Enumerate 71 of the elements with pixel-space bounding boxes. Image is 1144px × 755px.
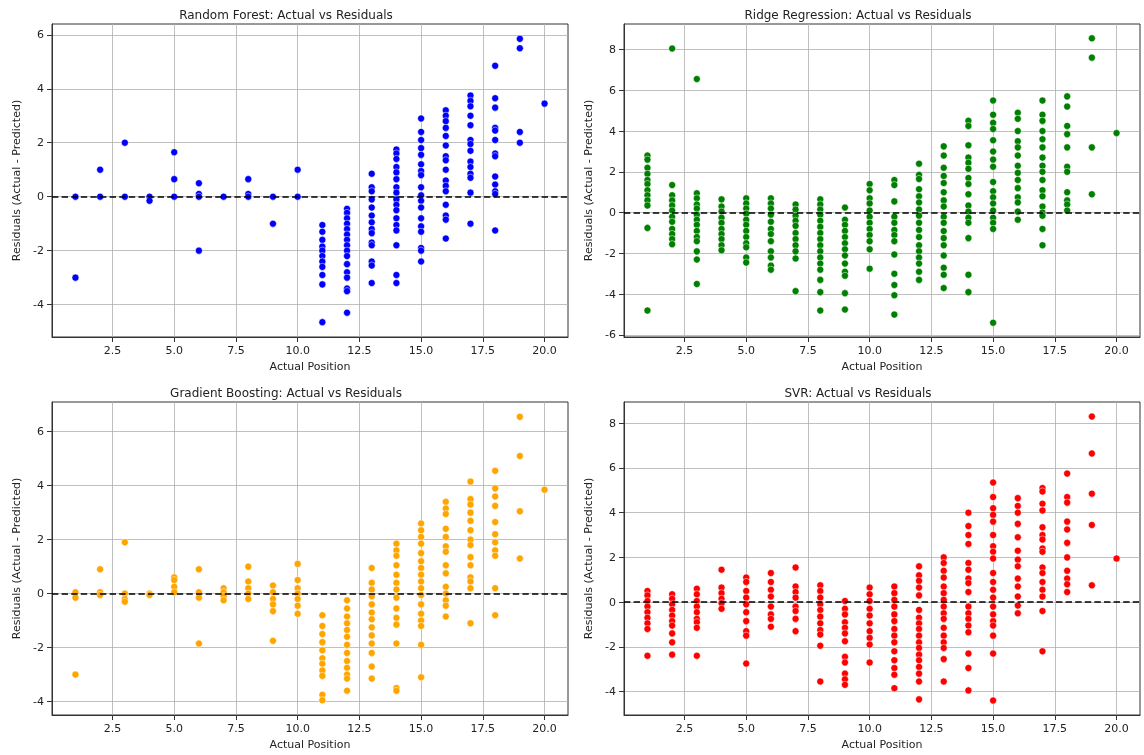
y-tick-label: 4 — [37, 82, 44, 96]
x-tick-label: 10.0 — [857, 722, 882, 735]
y-tick-label: 6 — [609, 461, 616, 475]
x-tick-label: 2.5 — [103, 722, 122, 735]
y-tick-label: 0 — [37, 587, 44, 601]
y-tick-label: 0 — [609, 206, 616, 220]
x-axis-title: Actual Position — [841, 738, 923, 751]
chart-title: Random Forest: Actual vs Residuals — [179, 8, 393, 22]
y-tick-label: -4 — [605, 685, 616, 699]
y-tick-label: 8 — [609, 42, 616, 56]
y-tick-label: 4 — [37, 479, 44, 493]
y-axis-title: Residuals (Actual - Predicted) — [582, 477, 595, 640]
y-tick-label: 4 — [609, 124, 616, 138]
x-tick-label: 5.0 — [165, 344, 183, 357]
y-tick-label: 6 — [609, 83, 616, 97]
x-axis-title: Actual Position — [841, 360, 923, 373]
x-tick-label: 5.0 — [737, 722, 755, 735]
x-tick-label: 5.0 — [165, 722, 183, 735]
x-tick-label: 15.0 — [408, 344, 434, 357]
chart-title: Gradient Boosting: Actual vs Residuals — [170, 386, 402, 400]
x-tick-label: 5.0 — [737, 344, 755, 357]
x-tick-label: 7.5 — [227, 344, 245, 357]
y-tick-label: 2 — [37, 533, 44, 547]
y-tick-label: -2 — [605, 246, 616, 260]
x-tick-label: 12.5 — [347, 344, 372, 357]
x-tick-label: 2.5 — [675, 722, 694, 735]
y-tick-label: 4 — [609, 506, 616, 520]
x-tick-label: 12.5 — [347, 722, 372, 735]
chart-title: SVR: Actual vs Residuals — [784, 386, 932, 400]
y-tick-label: 0 — [37, 190, 44, 204]
x-tick-label: 17.5 — [1042, 344, 1068, 357]
x-tick-label: 7.5 — [227, 722, 245, 735]
x-tick-label: 17.5 — [470, 722, 496, 735]
x-tick-label: 20.0 — [532, 722, 557, 735]
x-tick-label: 12.5 — [919, 344, 944, 357]
y-tick-label: 2 — [609, 550, 616, 564]
y-tick-label: -4 — [605, 287, 616, 301]
y-tick-label: -2 — [33, 244, 44, 258]
x-tick-label: 20.0 — [532, 344, 557, 357]
x-tick-label: 20.0 — [1104, 722, 1129, 735]
y-tick-label: -2 — [605, 640, 616, 654]
x-tick-label: 2.5 — [103, 344, 122, 357]
y-tick-label: 8 — [609, 416, 616, 430]
x-tick-label: 15.0 — [980, 344, 1006, 357]
y-axis-title: Residuals (Actual - Predicted) — [10, 477, 23, 640]
x-axis-title: Actual Position — [269, 360, 351, 373]
y-axis-title: Residuals (Actual - Predicted) — [10, 99, 23, 262]
x-tick-label: 10.0 — [857, 344, 882, 357]
y-tick-label: -2 — [33, 641, 44, 655]
x-tick-label: 7.5 — [799, 344, 817, 357]
y-tick-label: 2 — [609, 165, 616, 179]
x-tick-label: 10.0 — [285, 722, 310, 735]
y-tick-label: 6 — [37, 28, 44, 42]
y-tick-label: -4 — [33, 695, 44, 709]
x-tick-label: 12.5 — [919, 722, 944, 735]
y-tick-label: 2 — [37, 136, 44, 150]
x-tick-label: 17.5 — [470, 344, 496, 357]
y-tick-label: 6 — [37, 425, 44, 439]
x-tick-label: 7.5 — [799, 722, 817, 735]
y-tick-label: 0 — [609, 595, 616, 609]
x-tick-label: 17.5 — [1042, 722, 1068, 735]
y-tick-label: -4 — [33, 298, 44, 312]
y-tick-label: -6 — [605, 328, 616, 342]
x-tick-label: 2.5 — [675, 344, 694, 357]
x-tick-label: 15.0 — [980, 722, 1006, 735]
x-tick-label: 15.0 — [408, 722, 434, 735]
y-axis-title: Residuals (Actual - Predicted) — [582, 99, 595, 262]
x-axis-title: Actual Position — [269, 738, 351, 751]
x-tick-label: 10.0 — [285, 344, 310, 357]
chart-title: Ridge Regression: Actual vs Residuals — [744, 8, 972, 22]
x-tick-label: 20.0 — [1104, 344, 1129, 357]
